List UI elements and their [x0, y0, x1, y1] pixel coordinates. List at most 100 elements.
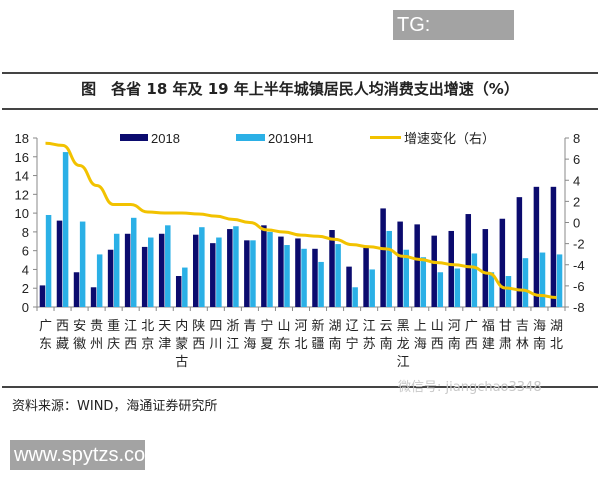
bar-2018 [141, 246, 148, 307]
bar-2018 [278, 236, 284, 307]
category-label: 云南 [380, 318, 393, 351]
category-label: 新疆 [312, 318, 325, 351]
category-label: 河北 [294, 318, 307, 351]
right-tick-label: -6 [573, 279, 585, 294]
bar-2018 [73, 272, 80, 307]
bar-2018 [516, 197, 523, 307]
bar-2019H1 [539, 252, 546, 307]
bar-2019H1 [318, 261, 324, 307]
category-label: 江西 [124, 318, 137, 351]
right-tick-label: 4 [573, 173, 580, 188]
bar-2019H1 [79, 221, 86, 307]
category-label: 天津 [158, 318, 171, 351]
legend-swatch-2019h1 [236, 134, 265, 141]
bar-2018 [533, 186, 540, 307]
category-label: 广东 [39, 318, 52, 351]
left-tick-label: 0 [22, 300, 29, 315]
bar-2018 [397, 221, 403, 307]
category-label: 海南 [533, 318, 546, 351]
category-label: 广西 [465, 318, 478, 351]
bar-2018 [56, 220, 63, 307]
category-label: 北京 [141, 318, 154, 351]
right-tick-label: -2 [573, 237, 585, 252]
category-label: 山西 [431, 318, 444, 351]
bar-2018 [175, 276, 182, 307]
watermark-bottom: www.spytzs.com [10, 440, 162, 470]
title-bottom-rule [2, 108, 598, 110]
bar-2019H1 [301, 248, 307, 307]
right-tick-label: -4 [573, 258, 585, 273]
bar-2019H1 [148, 237, 154, 307]
bar-2019H1 [233, 226, 239, 307]
bar-2018 [193, 234, 199, 307]
bar-2018 [39, 285, 46, 307]
category-label: 重庆 [107, 318, 120, 351]
category-label: 江苏 [363, 318, 376, 351]
category-label: 内蒙古 [175, 318, 188, 369]
bar-2018 [90, 287, 97, 307]
bar-2019H1 [165, 225, 171, 307]
category-label: 福建 [482, 318, 495, 351]
category-label: 上海 [414, 318, 427, 351]
right-tick-label: 2 [573, 194, 580, 209]
left-tick-label: 12 [15, 187, 29, 202]
bar-2019H1 [403, 249, 409, 307]
bar-2018 [295, 238, 301, 307]
bar-2019H1 [267, 231, 273, 307]
left-tick-label: 10 [15, 206, 29, 221]
category-label: 贵州 [90, 318, 103, 351]
category-label: 吉林 [516, 318, 529, 351]
left-tick-label: 6 [22, 244, 29, 259]
bar-2019H1 [96, 254, 103, 307]
bar-2019H1 [420, 257, 427, 307]
bar-2019H1 [369, 269, 375, 307]
bar-2018 [431, 235, 437, 307]
bar-2018 [158, 233, 165, 307]
bar-2019H1 [556, 254, 563, 307]
category-label: 河南 [448, 318, 461, 351]
right-tick-label: 6 [573, 152, 580, 167]
bar-2018 [227, 229, 233, 307]
legend-swatch-2018 [120, 134, 148, 141]
category-label: 四川 [209, 318, 222, 351]
left-tick-label: 8 [22, 225, 29, 240]
category-label: 青海 [243, 318, 256, 351]
legend-label-change: 增速变化（右） [404, 131, 495, 146]
source-note: 资料来源：WIND，海通证券研究所 [12, 399, 218, 414]
bar-2018 [346, 266, 352, 307]
title-top-rule [2, 72, 598, 74]
bar-2019H1 [62, 152, 69, 307]
bar-2018 [244, 240, 250, 307]
bar-2018 [465, 214, 472, 307]
left-tick-label: 16 [15, 150, 29, 165]
category-label: 陕西 [192, 318, 205, 351]
bar-2018 [448, 230, 454, 307]
bar-2018 [312, 248, 318, 307]
category-label: 湖北 [550, 318, 563, 351]
left-tick-label: 18 [15, 131, 29, 146]
bar-2019H1 [113, 233, 120, 307]
left-tick-label: 2 [22, 281, 29, 296]
category-label: 西藏 [56, 318, 69, 351]
bar-2019H1 [130, 217, 137, 307]
category-label: 黑龙江 [397, 318, 410, 369]
bar-2018 [210, 243, 216, 307]
watermark-top: TG: MYYJJPP [393, 10, 514, 66]
category-label: 山东 [277, 318, 290, 351]
bar-2018 [261, 225, 267, 307]
bar-2018 [107, 249, 114, 307]
bar-2019H1 [45, 214, 52, 307]
bar-2018 [482, 229, 489, 307]
bar-2019H1 [386, 230, 392, 307]
bar-2019H1 [335, 244, 341, 307]
bar-2018 [380, 208, 386, 307]
bar-2018 [329, 230, 335, 307]
bar-2019H1 [505, 276, 512, 307]
bar-2019H1 [182, 267, 188, 307]
category-label: 浙江 [226, 318, 239, 351]
chart-title: 图 各省 18 年及 19 年上半年城镇居民人均消费支出增速（%） [81, 80, 519, 98]
bar-2019H1 [250, 240, 256, 307]
wechat-watermark: 微信号: jiangchao3348 [398, 380, 542, 395]
